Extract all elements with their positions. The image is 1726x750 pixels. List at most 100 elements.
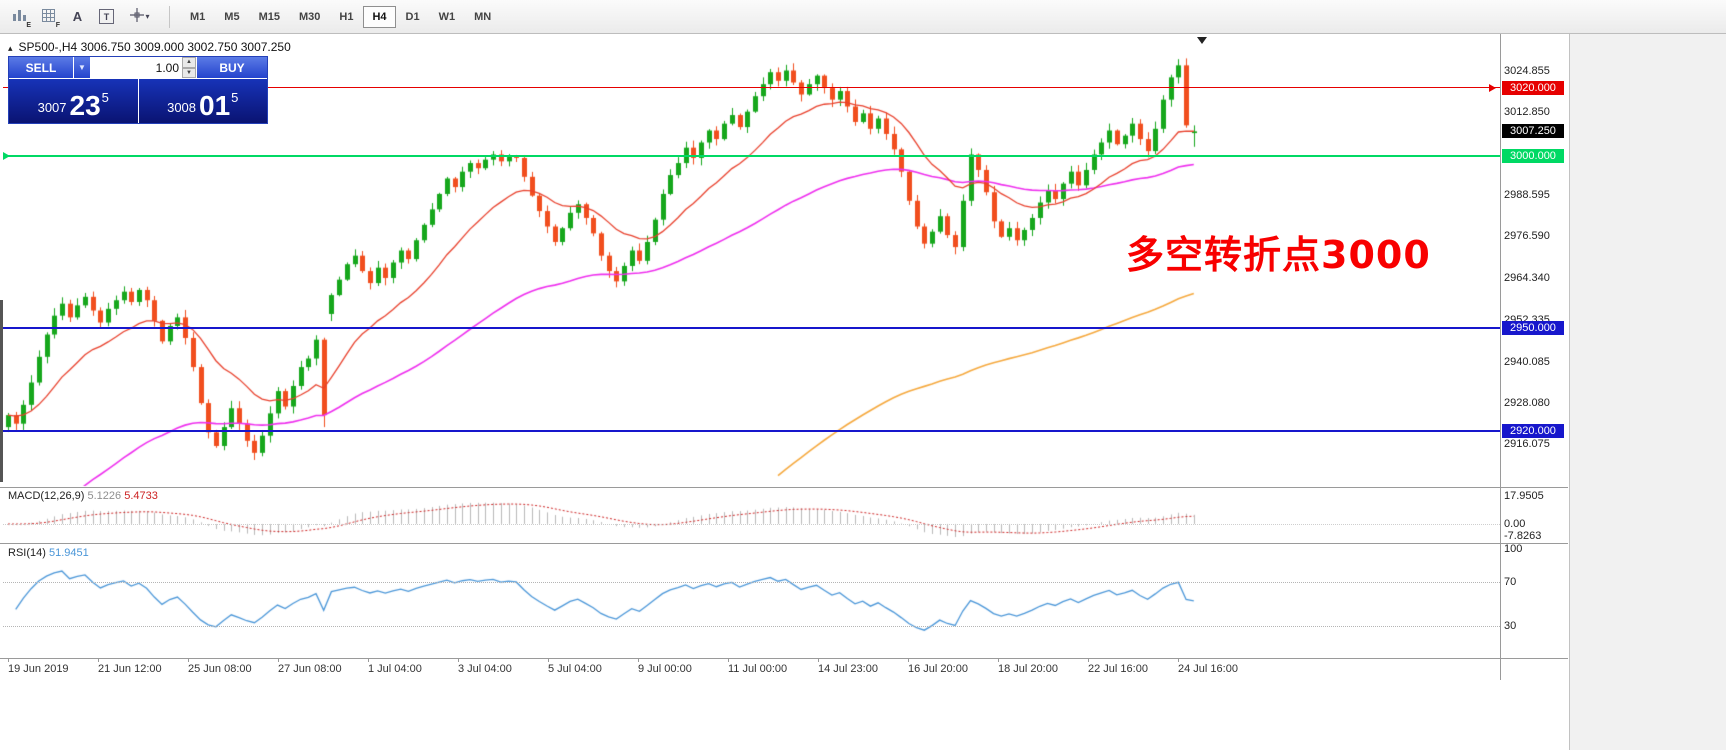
- price-axis-tick: 3012.850: [1504, 106, 1550, 118]
- letter-a-icon: A: [72, 9, 83, 24]
- price-axis-tick: 2964.340: [1504, 272, 1550, 284]
- time-axis-label: 16 Jul 20:00: [908, 663, 968, 675]
- pane-separator[interactable]: [0, 487, 1568, 488]
- right-gutter-panel: [1569, 34, 1726, 750]
- chart-shift-marker[interactable]: [1197, 37, 1207, 44]
- volume-increase-button[interactable]: ▲: [182, 57, 196, 68]
- chart-annotation-text[interactable]: 多空转折点3000: [1126, 233, 1431, 277]
- sell-price-display[interactable]: 3007 23 5: [9, 79, 138, 123]
- time-axis-tick: [908, 658, 909, 662]
- price-level-badge-3000.000: 3000.000: [1502, 149, 1564, 163]
- time-axis-tick: [638, 658, 639, 662]
- rsi-axis-label: 100: [1504, 543, 1523, 555]
- one-click-trading-panel: SELL ▼ ▲ ▼ BUY 3007 23 5 3008 01 5: [8, 56, 268, 124]
- buy-price-point: 5: [231, 90, 239, 105]
- rsi-level-line: [3, 626, 1500, 627]
- volume-input[interactable]: [91, 57, 182, 78]
- time-axis-tick: [548, 658, 549, 662]
- time-axis-separator: [0, 658, 1568, 659]
- time-axis-label: 27 Jun 08:00: [278, 663, 342, 675]
- price-axis-tick: 2928.080: [1504, 397, 1550, 409]
- volume-decrease-button[interactable]: ▼: [182, 67, 196, 78]
- toolbar: E F A T ▾ M1 M5 M15 M30 H1 H4 D1 W1 MN: [0, 0, 1726, 34]
- bar-chart-icon: [12, 9, 27, 25]
- rsi-axis-label: 30: [1504, 620, 1517, 632]
- price-axis-border: [1500, 34, 1501, 680]
- sell-price-pips: 23: [69, 90, 101, 122]
- chart-title: SP500-,H4 3006.750 3009.000 3002.750 300…: [18, 40, 291, 54]
- rsi-label: RSI(14): [8, 547, 46, 559]
- timeframe-button-m5[interactable]: M5: [215, 6, 248, 28]
- hline-2950.000[interactable]: [3, 327, 1500, 329]
- buy-button[interactable]: BUY: [197, 57, 267, 78]
- time-axis-label: 19 Jun 2019: [8, 663, 69, 675]
- rsi-pane-label: RSI(14) 51.9451: [8, 547, 89, 559]
- time-axis-tick: [458, 658, 459, 662]
- price-axis-tick: 2976.590: [1504, 230, 1550, 242]
- text-tool-button[interactable]: T: [93, 5, 120, 29]
- pane-separator[interactable]: [0, 543, 1568, 544]
- trade-options-dropdown[interactable]: ▼: [74, 57, 90, 78]
- crosshair-icon: [130, 8, 145, 25]
- left-edge-partial-candle: [0, 300, 3, 482]
- timeframe-button-d1[interactable]: D1: [397, 6, 429, 28]
- time-axis-label: 11 Jul 00:00: [728, 663, 788, 675]
- time-axis-tick: [728, 658, 729, 662]
- timeframe-toolbar: M1 M5 M15 M30 H1 H4 D1 W1 MN: [181, 5, 500, 28]
- price-level-badge-2920.000: 2920.000: [1502, 424, 1564, 438]
- time-axis-label: 25 Jun 08:00: [188, 663, 252, 675]
- rsi-level-line: [3, 582, 1500, 583]
- hline-3020.000[interactable]: [3, 87, 1500, 88]
- macd-axis-label: 17.9505: [1504, 490, 1544, 502]
- trade-panel-collapse-arrow[interactable]: ▴: [8, 43, 13, 53]
- sell-price-main: 3007: [37, 100, 67, 115]
- time-axis-label: 9 Jul 00:00: [638, 663, 692, 675]
- timeframe-button-m1[interactable]: M1: [181, 6, 214, 28]
- buy-price-main: 3008: [167, 100, 197, 115]
- price-axis-tick: 2940.085: [1504, 356, 1550, 368]
- timeframe-button-h4[interactable]: H4: [363, 5, 396, 28]
- timeframe-button-mn[interactable]: MN: [465, 6, 500, 28]
- sell-price-point: 5: [101, 90, 109, 105]
- sell-button[interactable]: SELL: [9, 57, 73, 78]
- current-price-badge: 3007.250: [1502, 124, 1564, 138]
- time-axis-label: 18 Jul 20:00: [998, 663, 1058, 675]
- rsi-axis-label: 70: [1504, 576, 1517, 588]
- timeframe-button-m15[interactable]: M15: [250, 6, 289, 28]
- chart-title-bar: ▴ SP500-,H4 3006.750 3009.000 3002.750 30…: [8, 40, 291, 54]
- macd-pane-label: MACD(12,26,9) 5.1226 5.4733: [8, 490, 158, 502]
- macd-axis-label: -7.8263: [1504, 530, 1542, 542]
- time-axis-tick: [1088, 658, 1089, 662]
- macd-main-value: 5.1226: [87, 490, 122, 502]
- charts-toolbar-icon-button[interactable]: E: [6, 5, 33, 29]
- time-axis-label: 24 Jul 16:00: [1178, 663, 1238, 675]
- toolbar-separator: [169, 5, 170, 28]
- time-axis-tick: [98, 658, 99, 662]
- buy-price-display[interactable]: 3008 01 5: [138, 79, 267, 123]
- text-box-icon: T: [99, 9, 114, 24]
- timeframe-button-m30[interactable]: M30: [290, 6, 329, 28]
- crosshair-tool-button[interactable]: ▾: [122, 5, 158, 29]
- timeframe-button-h1[interactable]: H1: [330, 6, 362, 28]
- time-axis-tick: [818, 658, 819, 662]
- toolbar-sub-label-f: F: [55, 21, 60, 29]
- time-axis-tick: [188, 658, 189, 662]
- macd-label: MACD(12,26,9): [8, 490, 85, 502]
- chevron-down-icon: ▾: [145, 12, 150, 21]
- grid-toolbar-icon-button[interactable]: F: [35, 5, 62, 29]
- volume-field: ▲ ▼: [91, 57, 196, 78]
- label-tool-button[interactable]: A: [64, 5, 91, 29]
- time-axis-tick: [8, 658, 9, 662]
- time-axis-tick: [998, 658, 999, 662]
- line-arrow-icon: [1489, 84, 1496, 92]
- time-axis-tick: [368, 658, 369, 662]
- price-axis-tick: 2916.075: [1504, 438, 1550, 450]
- hline-3000.000[interactable]: [3, 155, 1500, 157]
- price-level-badge-3020.000: 3020.000: [1502, 81, 1564, 95]
- timeframe-button-w1[interactable]: W1: [430, 6, 465, 28]
- hline-2920.000[interactable]: [3, 430, 1500, 432]
- time-axis-label: 3 Jul 04:00: [458, 663, 512, 675]
- price-axis-tick: 3024.855: [1504, 65, 1550, 77]
